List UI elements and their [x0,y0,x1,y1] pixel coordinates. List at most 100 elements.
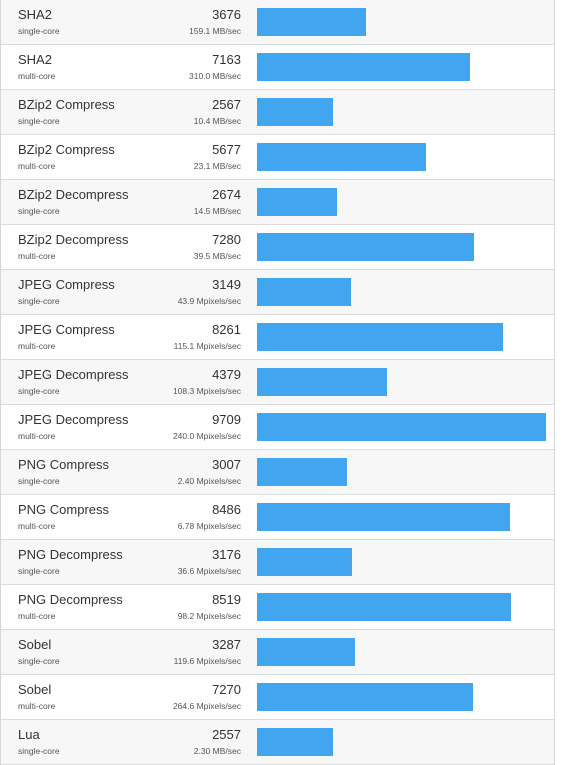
score-bar [257,368,387,396]
score-bar [257,278,351,306]
benchmark-mode: multi-core [18,71,55,81]
benchmark-rate: 2.30 MB/sec [194,746,241,756]
benchmark-score: 2557 [212,727,241,742]
benchmark-score: 3007 [212,457,241,472]
benchmark-mode: multi-core [18,431,55,441]
score-bar [257,593,511,621]
benchmark-rate: 108.3 Mpixels/sec [173,386,241,396]
benchmark-rate: 310.0 MB/sec [189,71,241,81]
benchmark-mode: single-core [18,656,60,666]
benchmark-score: 8519 [212,592,241,607]
benchmark-rate: 115.1 Mpixels/sec [174,341,241,351]
score-bar [257,323,503,351]
benchmark-score: 4379 [212,367,241,382]
benchmark-name: SHA2 [18,52,52,67]
benchmark-score: 3149 [212,277,241,292]
score-bar [257,188,337,216]
benchmark-name: BZip2 Compress [18,142,115,157]
benchmark-score: 2567 [212,97,241,112]
benchmark-rate: 119.6 Mpixels/sec [174,656,241,666]
benchmark-row: PNG Compress multi-core 8486 6.78 Mpixel… [1,495,554,540]
benchmark-rate: 10.4 MB/sec [194,116,241,126]
benchmark-name: BZip2 Decompress [18,187,129,202]
benchmark-mode: multi-core [18,701,55,711]
benchmark-score: 2674 [212,187,241,202]
benchmark-score: 7270 [212,682,241,697]
benchmark-score: 9709 [212,412,241,427]
benchmark-row: JPEG Compress multi-core 8261 115.1 Mpix… [1,315,554,360]
score-bar [257,233,474,261]
benchmark-row: JPEG Compress single-core 3149 43.9 Mpix… [1,270,554,315]
score-bar [257,143,426,171]
score-bar [257,728,333,756]
benchmark-name: PNG Compress [18,502,109,517]
benchmark-row: SHA2 single-core 3676 159.1 MB/sec [1,0,554,45]
benchmark-row: JPEG Decompress multi-core 9709 240.0 Mp… [1,405,554,450]
benchmark-score: 3176 [212,547,241,562]
benchmark-mode: single-core [18,476,60,486]
benchmark-rate: 43.9 Mpixels/sec [178,296,241,306]
benchmark-mode: multi-core [18,341,55,351]
benchmark-score: 8261 [212,322,241,337]
benchmark-mode: multi-core [18,611,55,621]
score-bar [257,8,366,36]
benchmark-mode: multi-core [18,521,55,531]
benchmark-mode: single-core [18,26,60,36]
benchmark-mode: multi-core [18,251,55,261]
benchmark-row: Sobel multi-core 7270 264.6 Mpixels/sec [1,675,554,720]
benchmark-name: BZip2 Decompress [18,232,129,247]
benchmark-name: Sobel [18,637,51,652]
score-bar [257,98,333,126]
benchmark-name: JPEG Decompress [18,367,129,382]
benchmark-mode: single-core [18,386,60,396]
score-bar [257,503,510,531]
score-bar [257,413,546,441]
benchmark-row: Lua single-core 2557 2.30 MB/sec [1,720,554,765]
benchmark-name: JPEG Decompress [18,412,129,427]
benchmark-score: 7280 [212,232,241,247]
benchmark-rate: 6.78 Mpixels/sec [178,521,241,531]
benchmark-name: BZip2 Compress [18,97,115,112]
benchmark-mode: multi-core [18,161,55,171]
benchmark-name: Lua [18,727,40,742]
score-bar [257,53,470,81]
benchmark-name: PNG Compress [18,457,109,472]
benchmark-row: BZip2 Decompress multi-core 7280 39.5 MB… [1,225,554,270]
benchmark-rate: 36.6 Mpixels/sec [178,566,241,576]
benchmark-mode: single-core [18,566,60,576]
benchmark-rate: 98.2 Mpixels/sec [178,611,241,621]
benchmark-row: BZip2 Decompress single-core 2674 14.5 M… [1,180,554,225]
benchmark-rate: 23.1 MB/sec [194,161,241,171]
benchmark-rate: 14.5 MB/sec [194,206,241,216]
benchmark-rate: 2.40 Mpixels/sec [178,476,241,486]
benchmark-row: JPEG Decompress single-core 4379 108.3 M… [1,360,554,405]
benchmark-row: PNG Decompress single-core 3176 36.6 Mpi… [1,540,554,585]
benchmark-mode: single-core [18,206,60,216]
benchmark-rate: 39.5 MB/sec [194,251,241,261]
score-bar [257,548,352,576]
benchmark-row: PNG Compress single-core 3007 2.40 Mpixe… [1,450,554,495]
benchmark-rate: 264.6 Mpixels/sec [173,701,241,711]
benchmark-score: 5677 [212,142,241,157]
benchmark-row: BZip2 Compress multi-core 5677 23.1 MB/s… [1,135,554,180]
score-bar [257,458,347,486]
benchmark-name: PNG Decompress [18,547,123,562]
benchmark-name: PNG Decompress [18,592,123,607]
benchmark-mode: single-core [18,746,60,756]
score-bar [257,683,473,711]
benchmark-name: Sobel [18,682,51,697]
benchmark-score: 7163 [212,52,241,67]
benchmark-mode: single-core [18,116,60,126]
benchmark-rate: 240.0 Mpixels/sec [173,431,241,441]
score-bar [257,638,355,666]
benchmark-mode: single-core [18,296,60,306]
benchmark-rate: 159.1 MB/sec [189,26,241,36]
benchmark-row: BZip2 Compress single-core 2567 10.4 MB/… [1,90,554,135]
benchmark-name: SHA2 [18,7,52,22]
benchmark-score: 8486 [212,502,241,517]
benchmark-row: SHA2 multi-core 7163 310.0 MB/sec [1,45,554,90]
benchmark-score: 3287 [212,637,241,652]
benchmark-name: JPEG Compress [18,277,115,292]
benchmark-row: Sobel single-core 3287 119.6 Mpixels/sec [1,630,554,675]
